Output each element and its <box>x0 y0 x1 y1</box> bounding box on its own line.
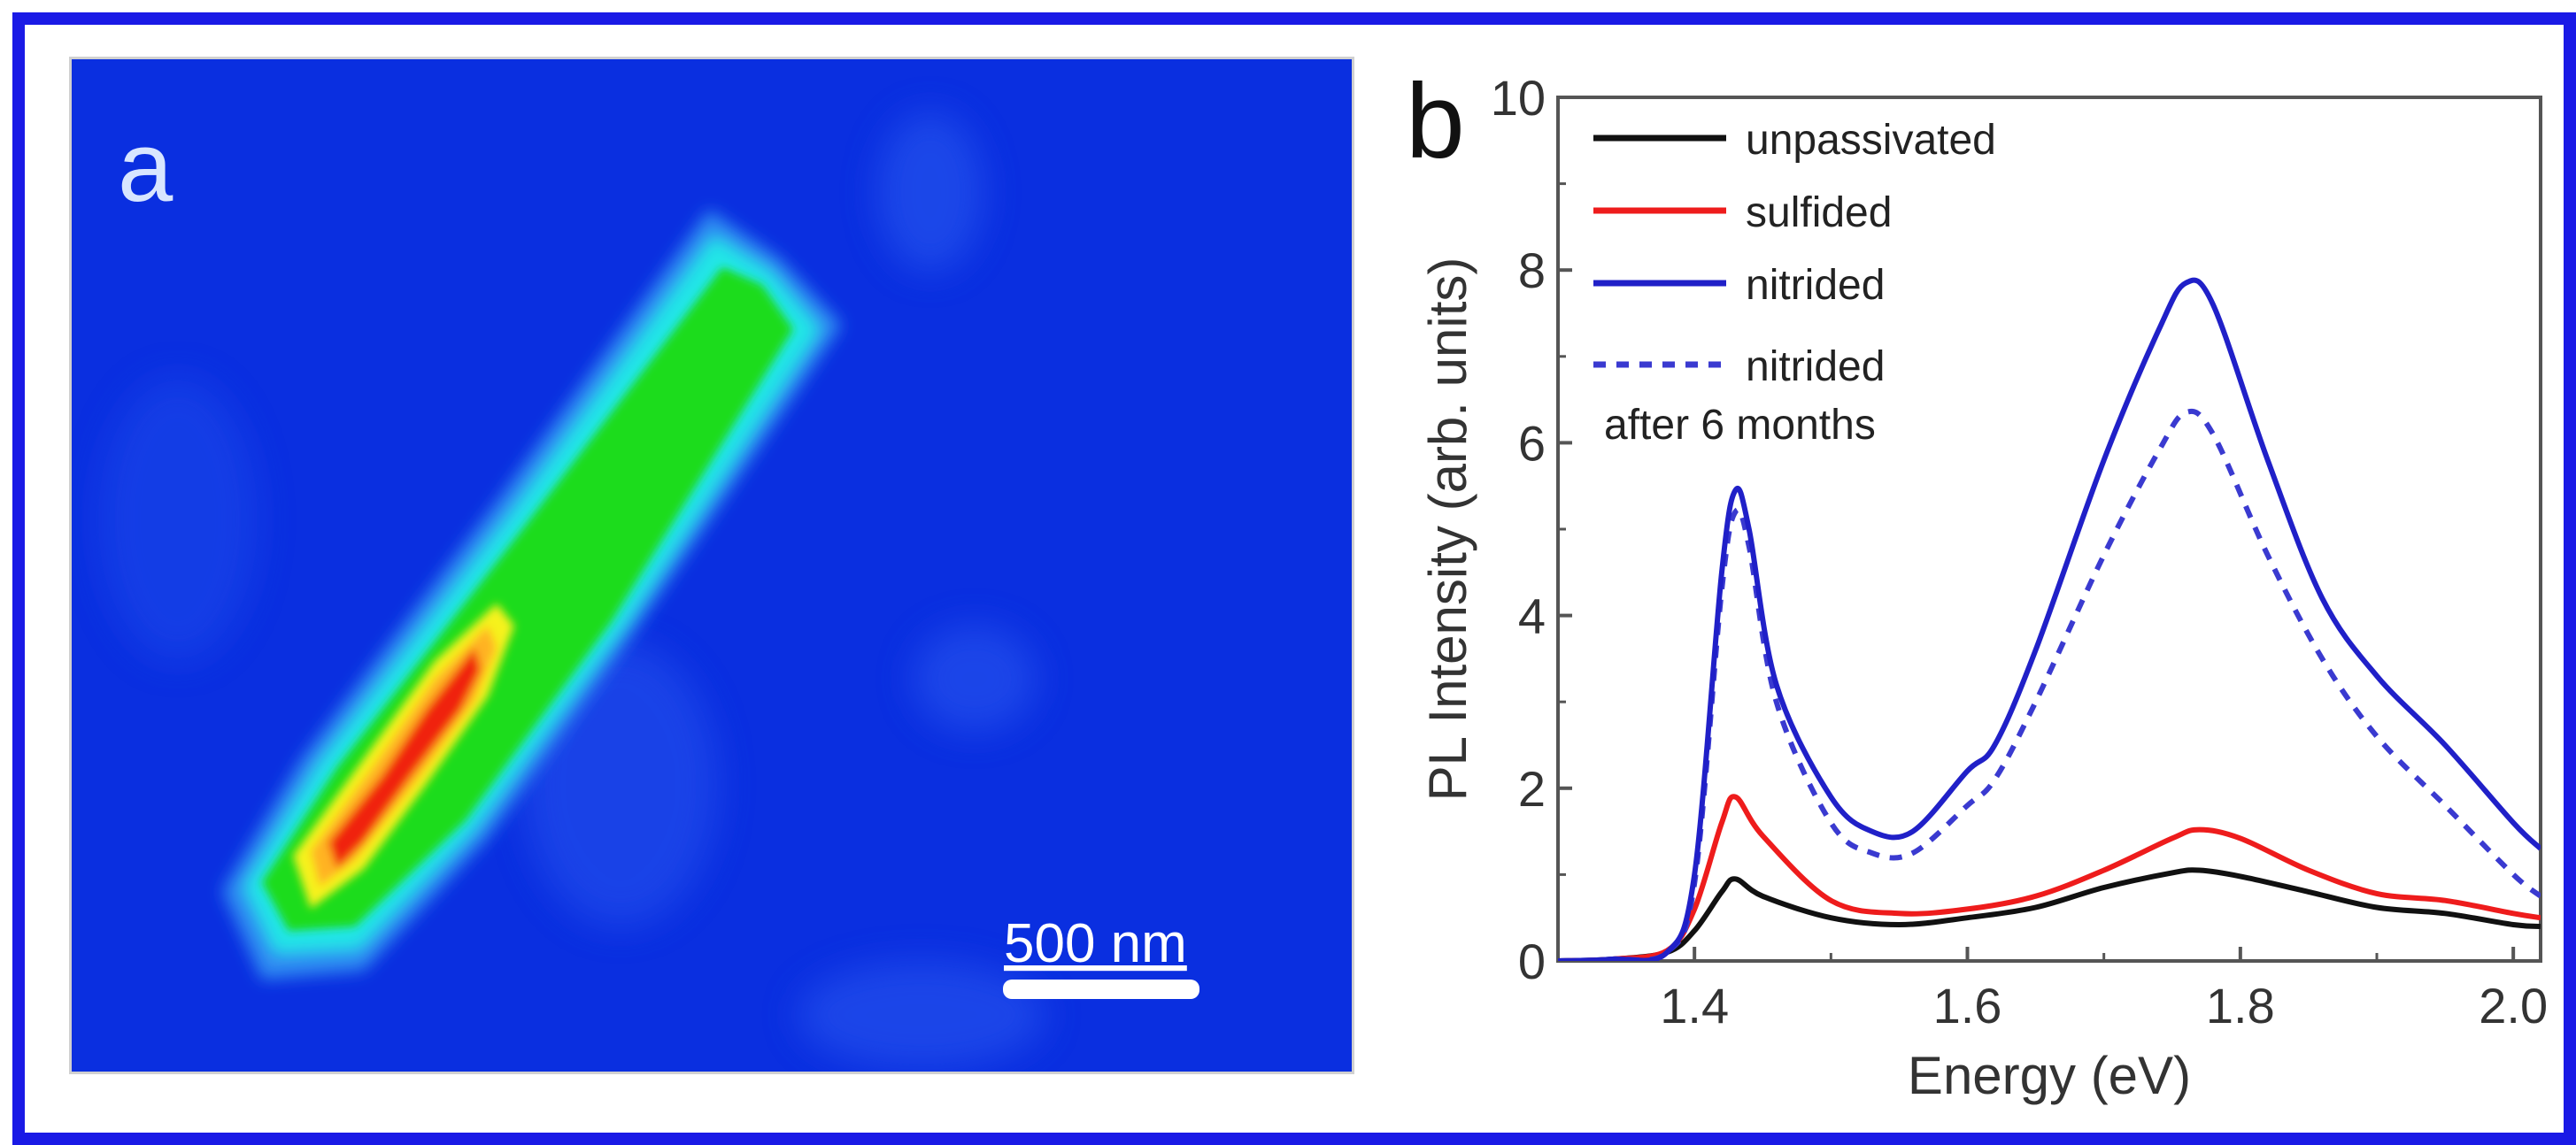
legend-label: nitrided <box>1746 262 1885 309</box>
y-tick-label: 4 <box>1518 588 1546 644</box>
chart-legend: unpassivated sulfided nitrided nitrided afte… <box>1593 117 1996 449</box>
legend-label: sulfided <box>1746 189 1892 236</box>
figure-frame: a 500 nm b 0 2 4 6 8 10 1.4 1.6 1.8 2.0 PL Intens… <box>12 12 2576 1145</box>
nanowire-hot-zone <box>293 603 514 909</box>
plot-frame <box>1556 96 2542 963</box>
pl-map-image: a 500 nm <box>72 59 1352 1072</box>
panel-a-pl-map: a 500 nm <box>69 57 1354 1074</box>
y-tick-label: 6 <box>1518 415 1546 471</box>
y-tick-label: 8 <box>1518 242 1546 298</box>
x-tick-label: 1.4 <box>1660 978 1729 1034</box>
panel-b-pl-spectra: b 0 2 4 6 8 10 1.4 1.6 1.8 2.0 PL Intensity (arb.… <box>1406 51 2557 1131</box>
y-tick-label: 10 <box>1491 70 1546 126</box>
series-line-unpassivated <box>1558 867 2541 961</box>
x-tick-label: 1.6 <box>1933 978 2002 1034</box>
x-tick-label: 1.8 <box>2206 978 2275 1034</box>
pl-spectra-chart: b 0 2 4 6 8 10 1.4 1.6 1.8 2.0 PL Intensity (arb.… <box>1406 62 2548 1105</box>
series-line-sulfided <box>1558 794 2541 961</box>
x-axis-label: Energy (eV) <box>1908 1046 2191 1105</box>
scale-bar-label: 500 nm <box>1004 913 1187 974</box>
scale-bar <box>1003 980 1199 999</box>
panel-b-label: b <box>1406 62 1465 181</box>
y-tick-label: 0 <box>1518 934 1546 989</box>
plot-area: 0 2 4 6 8 10 1.4 1.6 1.8 2.0 <box>1491 70 2548 1034</box>
x-tick-label: 2.0 <box>2479 978 2548 1034</box>
legend-label: unpassivated <box>1746 117 1996 164</box>
panel-a-label: a <box>118 111 174 222</box>
legend-label: nitrided <box>1746 343 1885 390</box>
legend-label-line2: after 6 months <box>1604 402 1876 449</box>
y-tick-label: 2 <box>1518 761 1546 817</box>
y-axis-label: PL Intensity (arb. units) <box>1418 257 1477 802</box>
series-line-nitrided <box>1558 277 2541 961</box>
